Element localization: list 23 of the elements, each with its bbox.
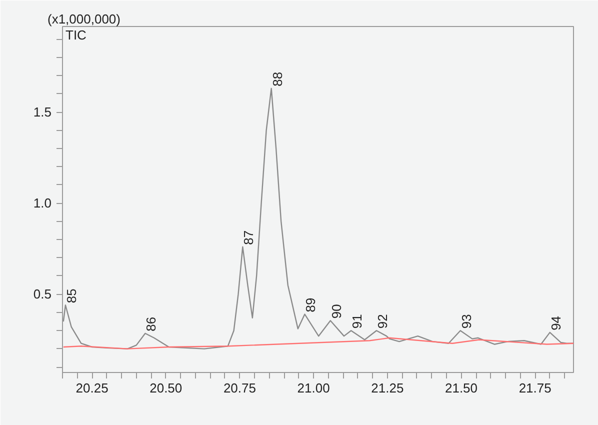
annotation: 93: [458, 314, 474, 329]
x-tick-label: 20.50: [150, 380, 182, 396]
text: 20.25: [76, 380, 108, 396]
y-tick-label: 1.0: [33, 196, 52, 211]
annotation: 88: [270, 72, 285, 86]
annotation: 87: [241, 230, 256, 245]
x-tick-label: 21.75: [518, 380, 552, 396]
y-tick-label: 1.5: [33, 104, 52, 120]
y-tick-label: 0.5: [33, 286, 52, 302]
annotation: 91: [350, 314, 365, 329]
text: TIC: [66, 28, 86, 42]
annotation: 90: [328, 304, 344, 319]
annotation: 85: [64, 288, 79, 304]
y-axis-title: (x1,000,000): [48, 12, 120, 26]
x-tick-label: 20.75: [223, 380, 256, 396]
x-tick-label: 21.00: [297, 380, 330, 396]
annotation: 94: [548, 316, 564, 330]
annotation: 86: [144, 316, 159, 332]
x-tick-label: 21.25: [371, 380, 404, 396]
annotation: 89: [303, 298, 318, 312]
line-series: [62, 337, 574, 350]
x-tick-label: 21.50: [444, 380, 478, 396]
annotation: 92: [374, 314, 390, 329]
